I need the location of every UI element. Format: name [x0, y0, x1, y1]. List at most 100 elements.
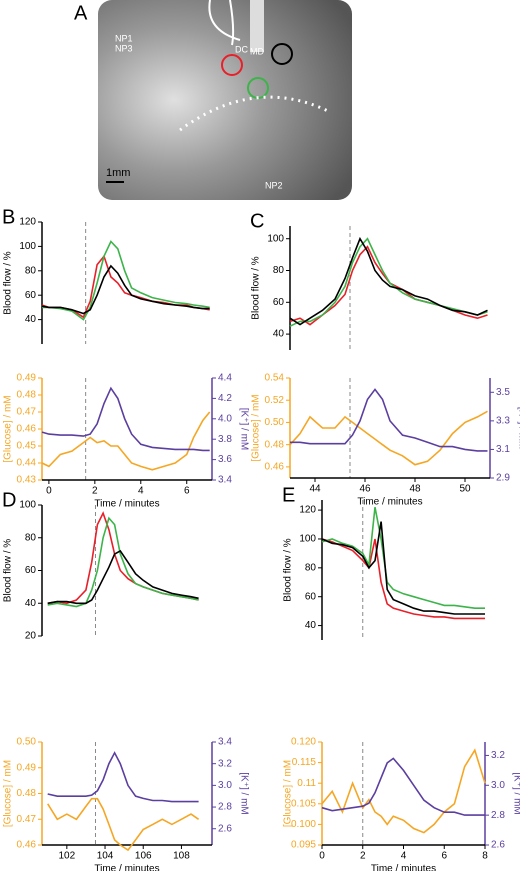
y-axis-label: Blood flow / % — [3, 539, 14, 602]
series-line — [290, 388, 488, 452]
series-line — [41, 411, 211, 471]
y-tick-label: 0.52 — [265, 395, 285, 406]
y2-tick-label: 3.4 — [218, 737, 232, 748]
y2-axis-label: [K⁺] / mM — [516, 407, 520, 450]
y-tick-label: 120 — [299, 505, 316, 516]
y2-tick-label: 3.2 — [491, 750, 505, 761]
y-tick-label: 0.120 — [291, 737, 316, 748]
site-red — [221, 54, 243, 76]
x-tick-label: 44 — [309, 484, 321, 495]
y-tick-label: 0.49 — [17, 762, 37, 773]
y-axis-label: Blood flow / % — [251, 256, 262, 319]
series-line — [47, 549, 199, 605]
y-tick-label: 0.095 — [291, 840, 316, 851]
y-tick-label: 0.100 — [291, 819, 316, 830]
y-tick-label: 60 — [25, 290, 37, 301]
y-tick-label: 80 — [305, 562, 317, 573]
y2-tick-label: 3.1 — [496, 444, 510, 455]
y-axis-label: Blood flow / % — [3, 251, 14, 314]
y2-tick-label: 3.5 — [496, 387, 510, 398]
y2-tick-label: 4.2 — [218, 393, 232, 404]
y-tick-label: 20 — [25, 631, 37, 642]
x-tick-label: 0 — [319, 851, 325, 862]
y-tick-label: 60 — [25, 565, 37, 576]
y-tick-label: 40 — [25, 598, 37, 609]
x-tick-label: 6 — [184, 486, 190, 497]
label: MD — [250, 46, 264, 56]
y2-axis-label: [K⁺] / mM — [238, 772, 249, 815]
y2-tick-label: 2.8 — [218, 802, 232, 813]
y-tick-label: 0.46 — [265, 462, 285, 473]
y-tick-label: 60 — [273, 297, 285, 308]
y2-tick-label: 4.4 — [218, 373, 232, 384]
y-tick-label: 0.11 — [297, 778, 316, 789]
y-tick-label: 100 — [267, 233, 284, 244]
panel-label: D — [2, 489, 16, 511]
y-tick-label: 0.46 — [17, 840, 37, 851]
y-tick-label: 0.44 — [17, 458, 37, 469]
electrode — [208, 0, 241, 46]
series-line — [321, 757, 485, 816]
scale-label: 1mm — [106, 167, 130, 179]
y-tick-label: 120 — [19, 217, 36, 228]
y2-tick-label: 3.4 — [218, 475, 232, 486]
y2-axis-label: [K⁺] / mM — [511, 772, 520, 815]
series-line — [41, 386, 210, 452]
y-tick-label: 0.50 — [265, 417, 285, 428]
series-line — [321, 521, 485, 615]
y-tick-label: 80 — [25, 532, 37, 543]
x-tick-label: 2 — [92, 486, 98, 497]
label: NP1 — [115, 33, 133, 43]
panel-label: C — [250, 210, 264, 232]
y2-tick-label: 2.9 — [496, 473, 510, 484]
series-line — [321, 748, 486, 834]
x-tick-label: 108 — [173, 851, 190, 862]
series-line — [42, 240, 210, 321]
y-tick-label: 60 — [305, 591, 317, 602]
label: DC — [235, 44, 248, 54]
y-tick-label: 100 — [19, 500, 36, 511]
y-axis-label: Blood flow / % — [283, 538, 294, 601]
series-line — [47, 751, 199, 803]
y-tick-label: 40 — [305, 620, 317, 631]
x-tick-label: 6 — [441, 851, 447, 862]
probe — [250, 0, 264, 52]
x-tick-label: 4 — [401, 851, 407, 862]
series-line — [289, 410, 488, 466]
y2-axis-label: [K⁺] / mM — [238, 408, 249, 451]
x-axis-label: Time / minutes — [371, 864, 436, 871]
series-line — [289, 237, 488, 327]
x-tick-label: 8 — [482, 851, 488, 862]
y2-tick-label: 2.6 — [491, 840, 505, 851]
y-tick-label: 0.47 — [17, 407, 37, 418]
y2-tick-label: 3.0 — [218, 780, 232, 791]
panel-label: E — [282, 484, 295, 506]
y2-tick-label: 3.0 — [491, 780, 505, 791]
y-tick-label: 80 — [25, 265, 37, 276]
x-tick-label: 104 — [97, 851, 114, 862]
x-tick-label: 106 — [135, 851, 152, 862]
series-line — [321, 538, 485, 620]
y-tick-label: 0.54 — [265, 373, 285, 384]
x-axis-label: Time / minutes — [357, 497, 422, 508]
label: NP2 — [265, 180, 283, 190]
y2-tick-label: 3.3 — [496, 415, 510, 426]
panel-label: B — [2, 206, 15, 228]
series-line — [41, 264, 210, 315]
y-axis-label: [Glucose] / mM — [283, 760, 294, 827]
y2-tick-label: 2.8 — [491, 810, 505, 821]
y-tick-label: 0.48 — [17, 788, 37, 799]
y2-tick-label: 2.6 — [218, 823, 232, 834]
series-line — [47, 511, 199, 605]
y-tick-label: 0.46 — [17, 424, 37, 435]
y-tick-label: 0.45 — [17, 441, 37, 452]
y-tick-label: 100 — [19, 241, 36, 252]
y-tick-label: 40 — [25, 314, 37, 325]
x-axis-label: Time / minutes — [94, 499, 159, 510]
y-tick-label: 0.47 — [17, 814, 37, 825]
x-tick-label: 2 — [360, 851, 366, 862]
x-tick-label: 46 — [359, 484, 371, 495]
y-tick-label: 0.50 — [17, 737, 37, 748]
y-axis-label: [Glucose] / mM — [3, 760, 14, 827]
